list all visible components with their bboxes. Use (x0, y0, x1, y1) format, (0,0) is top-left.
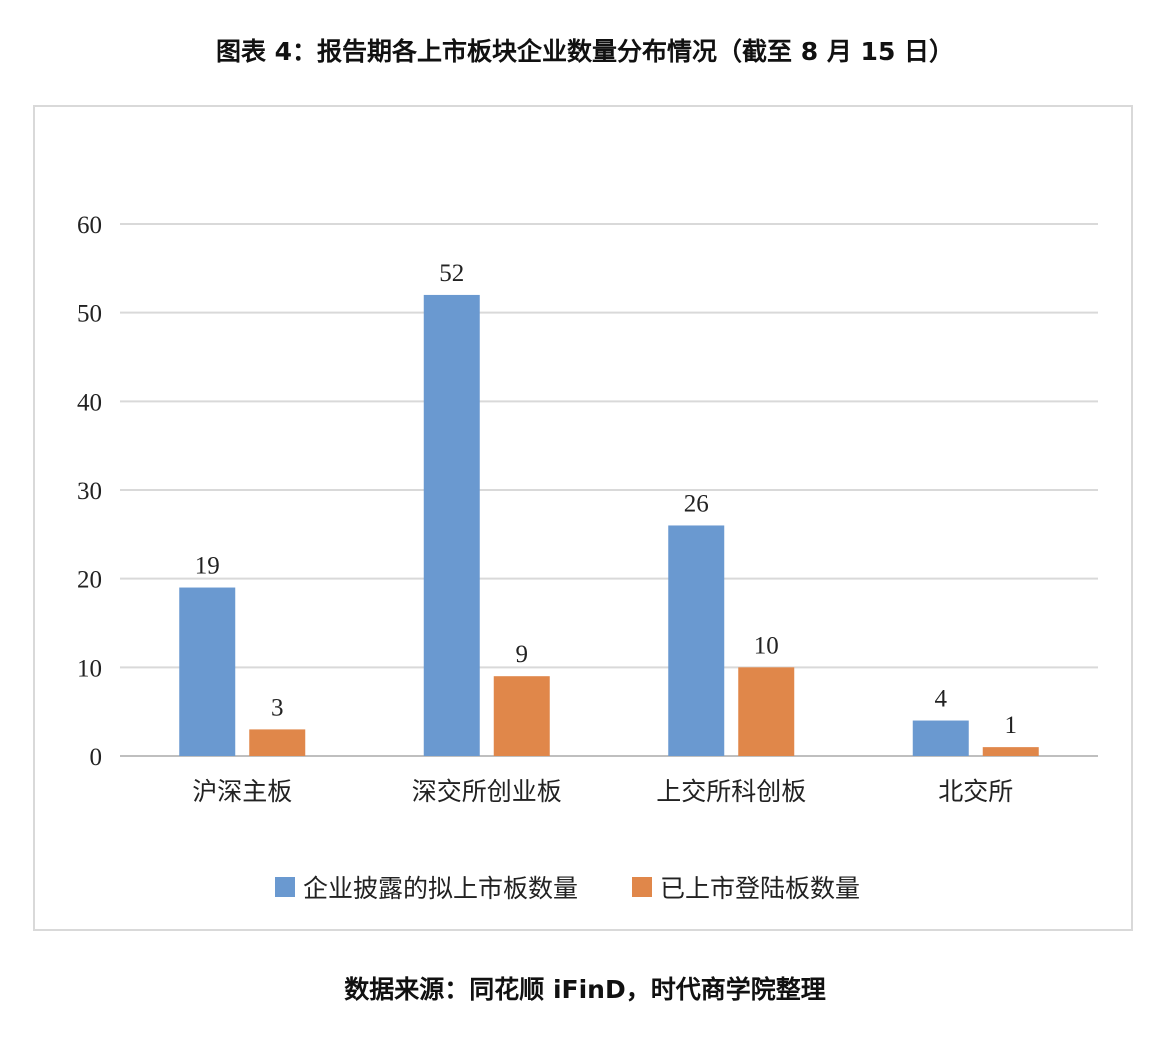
data-label: 4 (935, 686, 948, 713)
data-labels: 19 3 52 9 26 10 4 1 (195, 260, 1017, 739)
bar-1 (668, 525, 725, 756)
y-tick-label: 10 (77, 655, 102, 682)
y-tick-label: 60 (77, 212, 102, 239)
y-tick-label: 20 (77, 567, 102, 594)
legend: 企业披露的拟上市板数量 已上市登陆板数量 (275, 874, 860, 903)
gridlines (120, 223, 1098, 757)
data-label: 52 (439, 260, 464, 287)
data-label: 1 (1005, 712, 1018, 739)
data-label: 26 (684, 490, 709, 517)
bar-2 (249, 729, 306, 756)
bar-2 (982, 747, 1039, 756)
bar-2 (493, 676, 550, 756)
data-label: 19 (195, 553, 220, 580)
x-category-label: 深交所创业板 (412, 777, 562, 806)
bar-2 (738, 667, 795, 756)
x-category-label: 上交所科创板 (656, 777, 806, 806)
legend-swatch (275, 877, 295, 897)
legend-swatch (632, 877, 652, 897)
y-tick-label: 40 (77, 389, 102, 416)
data-label: 9 (516, 641, 529, 668)
y-axis-ticks: 0 10 20 30 40 50 60 (77, 212, 102, 771)
source-note: 数据来源：同花顺 iFinD，时代商学院整理 (344, 975, 826, 1004)
x-axis-categories: 沪深主板 深交所创业板 上交所科创板 北交所 (192, 777, 1013, 806)
x-category-label: 北交所 (938, 777, 1013, 806)
bars (179, 294, 1039, 756)
y-tick-label: 30 (77, 478, 102, 505)
legend-label: 企业披露的拟上市板数量 (303, 874, 578, 903)
chart-frame (33, 105, 1133, 931)
x-category-label: 沪深主板 (192, 777, 292, 806)
bar-1 (912, 720, 969, 756)
data-label: 3 (271, 694, 284, 721)
bar-1 (423, 294, 480, 756)
y-tick-label: 50 (77, 301, 102, 328)
y-tick-label: 0 (90, 744, 103, 771)
data-label: 10 (754, 632, 779, 659)
figure-title: 图表 4：报告期各上市板块企业数量分布情况（截至 8 月 15 日） (215, 37, 955, 66)
bar-1 (179, 587, 236, 756)
legend-label: 已上市登陆板数量 (660, 874, 860, 903)
